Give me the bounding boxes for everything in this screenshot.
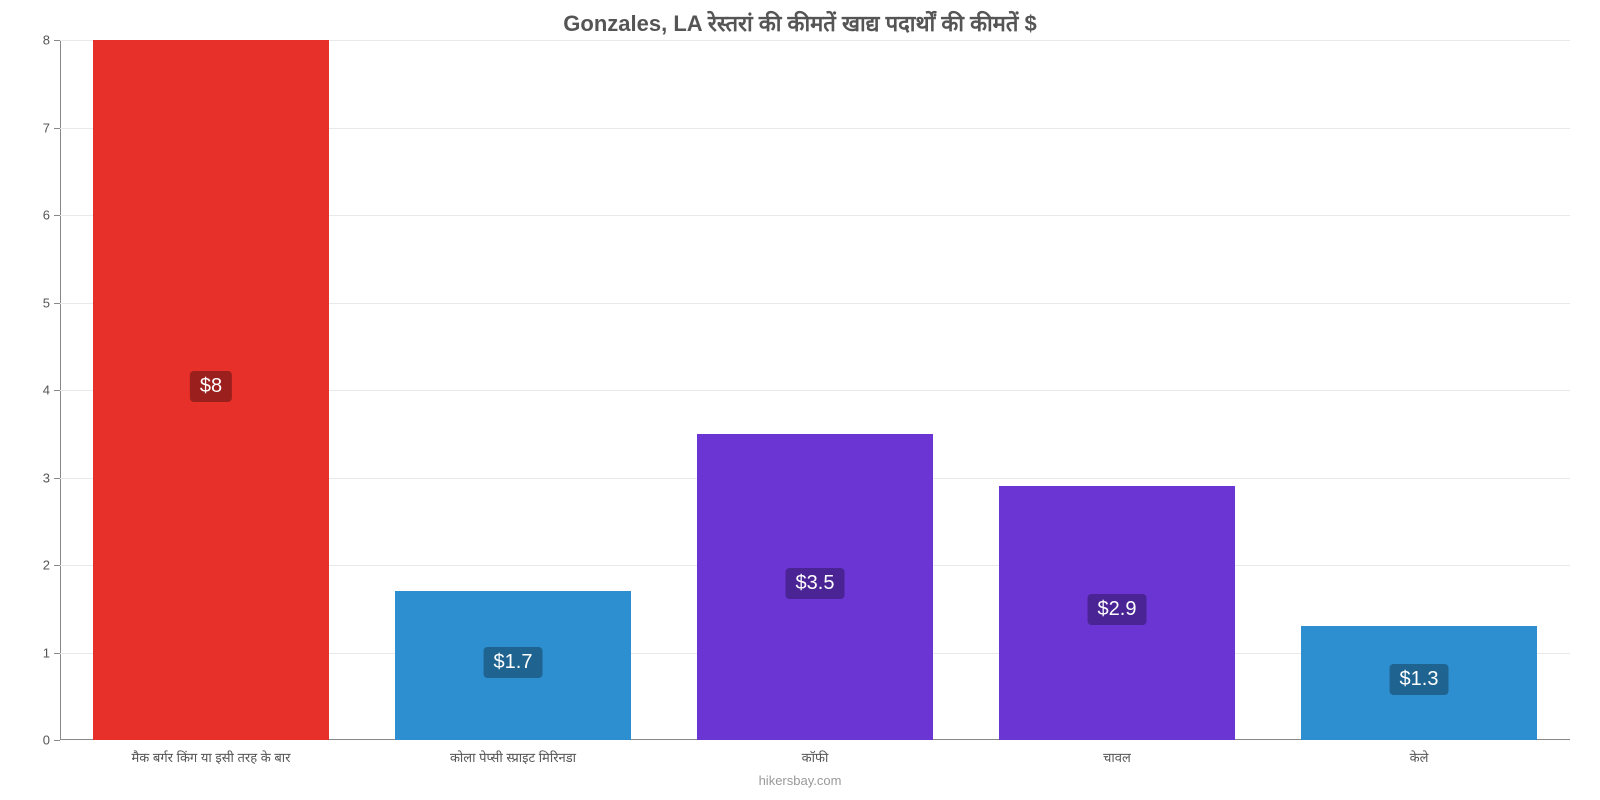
y-tick-label: 8 [43,33,60,48]
attribution-text: hikersbay.com [0,773,1600,788]
y-tick-label: 3 [43,470,60,485]
category-label: कॉफी [802,740,829,766]
category-label: केले [1410,740,1429,766]
bar-value-label: $1.7 [484,647,543,678]
y-tick-label: 6 [43,208,60,223]
category-label: चावल [1103,740,1131,766]
bar-value-label: $3.5 [786,568,845,599]
chart-title: Gonzales, LA रेस्तरां की कीमतें खाद्य पद… [0,8,1600,38]
bar-value-label: $1.3 [1390,664,1449,695]
y-tick-label: 4 [43,383,60,398]
price-bar-chart: Gonzales, LA रेस्तरां की कीमतें खाद्य पद… [0,0,1600,800]
y-tick-label: 1 [43,645,60,660]
y-tick-label: 2 [43,558,60,573]
category-label: कोला पेप्सी स्प्राइट मिरिनडा [450,740,576,766]
bar-value-label: $2.9 [1088,594,1147,625]
bar-value-label: $8 [190,371,232,402]
plot-area: 012345678$8मैक बर्गर किंग या इसी तरह के … [60,40,1570,740]
category-label: मैक बर्गर किंग या इसी तरह के बार [132,740,291,766]
y-tick-label: 0 [43,733,60,748]
y-tick-label: 7 [43,120,60,135]
y-tick-label: 5 [43,295,60,310]
